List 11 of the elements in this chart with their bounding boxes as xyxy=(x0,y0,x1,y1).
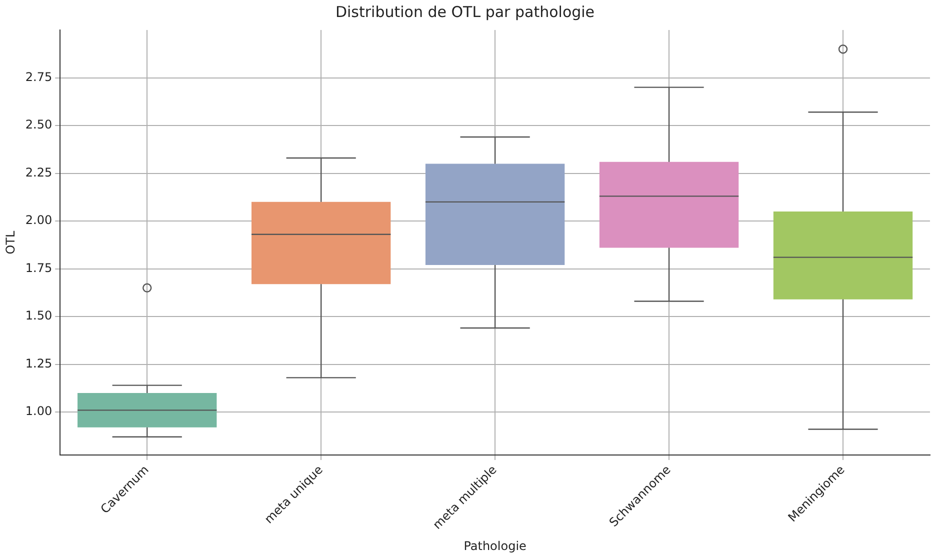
y-tick-label: 2.00 xyxy=(25,213,52,228)
y-tick-label: 1.75 xyxy=(25,260,52,275)
y-tick-label: 1.25 xyxy=(25,356,52,370)
y-tick-label: 2.75 xyxy=(25,70,52,84)
y-tick-label: 2.25 xyxy=(25,165,52,180)
y-axis-title: OTL xyxy=(3,230,18,254)
y-tick-label: 1.00 xyxy=(25,404,52,418)
chart-title: Distribution de OTL par pathologie xyxy=(335,2,595,21)
y-tick-label: 1.50 xyxy=(25,308,52,323)
y-tick-label: 2.50 xyxy=(25,118,52,132)
x-axis-title: Pathologie xyxy=(464,538,526,553)
